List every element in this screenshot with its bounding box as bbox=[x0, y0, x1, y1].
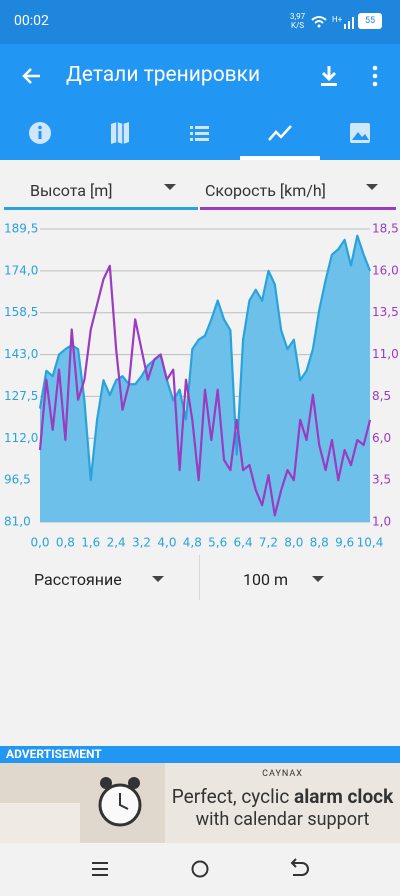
y-tick-label: 127,5 bbox=[4, 389, 38, 403]
y2-tick-label: 11,0 bbox=[372, 347, 399, 361]
series-line bbox=[38, 264, 372, 517]
right-selector-underline bbox=[200, 207, 396, 210]
y2-tick-label: 3,5 bbox=[372, 473, 391, 487]
tab-icons bbox=[29, 122, 370, 160]
net-speed-unit: K/S bbox=[290, 21, 305, 30]
x-tick-label: 9,6 bbox=[335, 536, 354, 550]
ad-brand: CAYNAX bbox=[262, 769, 303, 779]
clock: 00:02 bbox=[14, 13, 49, 29]
x-tick-label: 4,0 bbox=[157, 536, 176, 550]
ad-headline-start: Perfect, cyclic bbox=[171, 785, 290, 808]
y-tick-label: 81,0 bbox=[4, 515, 31, 529]
menu-button[interactable] bbox=[92, 862, 108, 876]
x-tick-label: 5,6 bbox=[208, 536, 227, 550]
x-tick-label: 7,2 bbox=[259, 536, 278, 550]
net-speed: 3,97 K/S bbox=[290, 12, 305, 30]
ad-label: ADVERTISEMENT bbox=[0, 746, 400, 763]
active-tab-indicator bbox=[240, 156, 320, 160]
area-fill bbox=[40, 235, 370, 522]
battery: 55 bbox=[358, 13, 382, 29]
x-axis-value: Расстояние bbox=[34, 569, 122, 589]
divider bbox=[199, 555, 200, 600]
ad-subline: with calendar support bbox=[195, 809, 370, 830]
home-button[interactable] bbox=[191, 860, 209, 878]
x-tick-label: 0,8 bbox=[56, 536, 75, 550]
y2-tick-label: 13,5 bbox=[372, 305, 399, 319]
photo-tab[interactable] bbox=[350, 123, 370, 143]
y2-tick-label: 1,0 bbox=[372, 515, 391, 529]
x-tick-label: 1,6 bbox=[81, 536, 100, 550]
app-bar: Детали тренировки bbox=[0, 44, 400, 110]
ad-headline: Perfect, cyclic alarm clock bbox=[165, 785, 400, 808]
download-button[interactable] bbox=[318, 64, 340, 88]
x-tick-label: 10,4 bbox=[357, 536, 384, 550]
more-button[interactable] bbox=[370, 64, 380, 88]
back-nav-button[interactable] bbox=[290, 858, 309, 876]
y-tick-label: 96,5 bbox=[4, 473, 31, 487]
status-bar: 00:02 3,97 K/S H+ 55 bbox=[0, 0, 400, 44]
y2-tick-label: 6,0 bbox=[372, 431, 391, 445]
tab-bar bbox=[0, 110, 400, 160]
chart-tab[interactable] bbox=[268, 125, 292, 141]
y-tick-label: 112,0 bbox=[4, 431, 38, 445]
x-tick-label: 0,0 bbox=[30, 536, 49, 550]
x-tick-label: 8,0 bbox=[284, 536, 303, 550]
series-line bbox=[38, 234, 372, 482]
ad-banner[interactable]: CAYNAX Perfect, cyclic alarm clock with … bbox=[0, 763, 400, 843]
left-series-name: Высота [m] bbox=[30, 180, 113, 200]
info-tab[interactable] bbox=[29, 122, 51, 144]
ad-headline-bold: alarm clock bbox=[294, 785, 394, 808]
back-button[interactable] bbox=[20, 64, 44, 88]
nav-bar bbox=[0, 843, 400, 896]
x-tick-label: 2,4 bbox=[107, 536, 126, 550]
x-tick-label: 4,8 bbox=[183, 536, 202, 550]
x-tick-label: 6,4 bbox=[234, 536, 253, 550]
map-tab[interactable] bbox=[111, 122, 129, 144]
signal-icons: H+ bbox=[311, 15, 354, 29]
y2-tick-label: 18,5 bbox=[372, 222, 399, 236]
y-tick-label: 189,5 bbox=[4, 222, 38, 236]
right-series-selector[interactable]: Скорость [km/h] bbox=[200, 170, 400, 210]
net-speed-value: 3,97 bbox=[290, 12, 306, 21]
right-series-name: Скорость [km/h] bbox=[205, 180, 326, 200]
interval-value: 100 m bbox=[243, 569, 288, 589]
ad-image bbox=[0, 763, 165, 843]
x-tick-label: 3,2 bbox=[132, 536, 151, 550]
screen-title: Детали тренировки bbox=[66, 63, 261, 87]
interval-selector[interactable]: 100 m bbox=[243, 560, 324, 598]
svg-text:H+: H+ bbox=[332, 15, 343, 24]
y-tick-label: 143,0 bbox=[4, 347, 38, 361]
x-tick-label: 8,8 bbox=[310, 536, 329, 550]
y-tick-label: 174,0 bbox=[4, 263, 38, 277]
x-axis-selector[interactable]: Расстояние bbox=[34, 560, 164, 598]
list-tab[interactable] bbox=[190, 126, 209, 141]
y-tick-label: 158,5 bbox=[4, 305, 38, 319]
y2-tick-label: 16,0 bbox=[372, 263, 399, 277]
y2-tick-label: 8,5 bbox=[372, 389, 391, 403]
chart: 81,0 96,5 112,0 127,5 143,0 158,5 174,0 189,5 1,… bbox=[4, 222, 399, 550]
left-selector-underline bbox=[4, 207, 198, 210]
left-series-selector[interactable]: Высота [m] bbox=[0, 170, 198, 210]
